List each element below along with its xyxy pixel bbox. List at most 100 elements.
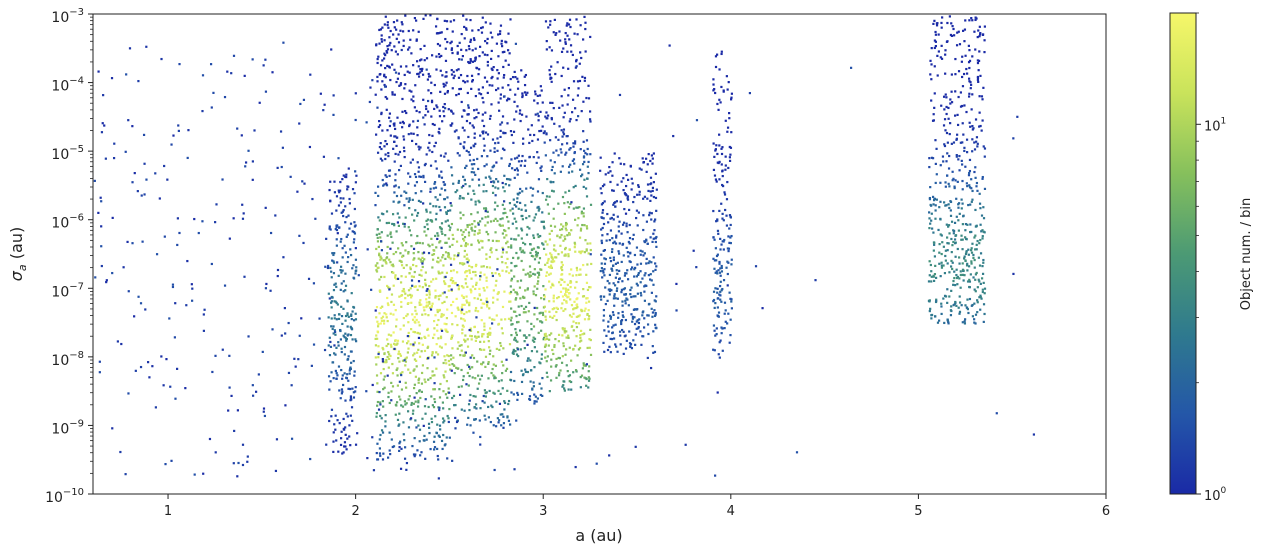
heatmap-bin (379, 433, 382, 437)
heatmap-bin (557, 340, 560, 343)
heatmap-bin (140, 194, 143, 197)
heatmap-bin (716, 161, 719, 164)
heatmap-bin (928, 198, 932, 201)
heatmap-bin (436, 329, 439, 332)
heatmap-bin (954, 300, 957, 304)
heatmap-bin (420, 269, 423, 272)
heatmap-bin (712, 300, 715, 303)
heatmap-bin (695, 266, 698, 269)
heatmap-bin (375, 43, 378, 46)
heatmap-bin (940, 44, 943, 47)
heatmap-bin (160, 355, 163, 358)
heatmap-bin (958, 312, 961, 315)
heatmap-bin (930, 99, 933, 102)
heatmap-bin (494, 284, 497, 287)
heatmap-bin (413, 331, 417, 334)
heatmap-bin (499, 30, 502, 33)
heatmap-bin (617, 225, 620, 228)
heatmap-bin (477, 178, 481, 181)
heatmap-bin (577, 315, 580, 318)
heatmap-bin (348, 424, 351, 427)
heatmap-bin (417, 321, 420, 324)
heatmap-bin (562, 133, 566, 136)
heatmap-bin (580, 210, 584, 213)
heatmap-bin (650, 154, 653, 157)
heatmap-bin (509, 423, 512, 426)
heatmap-bin (631, 315, 635, 319)
heatmap-bin (957, 306, 960, 309)
heatmap-bin (551, 101, 554, 105)
heatmap-bin (462, 213, 465, 217)
heatmap-bin (511, 167, 514, 170)
heatmap-bin (448, 436, 451, 439)
heatmap-bin (482, 333, 485, 336)
heatmap-bin (565, 142, 569, 145)
heatmap-bin (974, 166, 977, 169)
heatmap-bin (721, 146, 724, 149)
heatmap-bin (982, 206, 985, 209)
heatmap-bin (716, 253, 719, 256)
heatmap-bin (343, 445, 346, 448)
heatmap-bin (542, 131, 545, 135)
heatmap-bin (418, 303, 421, 306)
heatmap-bin (377, 345, 380, 348)
heatmap-bin (330, 300, 333, 303)
heatmap-bin (558, 30, 561, 33)
heatmap-bin (536, 233, 539, 236)
heatmap-bin (208, 437, 212, 441)
heatmap-bin (726, 260, 729, 263)
heatmap-bin (232, 217, 235, 220)
heatmap-bin (514, 75, 517, 79)
heatmap-bin (336, 419, 339, 422)
heatmap-bin (407, 426, 411, 429)
heatmap-bin (932, 249, 935, 252)
heatmap-bin (139, 302, 143, 305)
heatmap-bin (429, 308, 433, 311)
heatmap-bin (541, 311, 545, 314)
heatmap-bin (425, 210, 428, 213)
heatmap-bin (514, 298, 517, 301)
heatmap-bin (557, 154, 560, 157)
heatmap-bin (532, 247, 536, 250)
heatmap-bin (507, 32, 510, 35)
heatmap-bin (622, 288, 625, 291)
heatmap-bin (633, 316, 636, 319)
heatmap-bin (574, 344, 577, 347)
heatmap-bin (480, 155, 484, 158)
heatmap-bin (482, 340, 486, 343)
heatmap-bin (612, 189, 615, 192)
heatmap-bin (492, 374, 495, 377)
heatmap-bin (976, 239, 979, 243)
heatmap-bin (715, 180, 718, 183)
heatmap-bin (553, 343, 556, 347)
heatmap-bin (929, 222, 932, 225)
heatmap-bin (386, 338, 389, 341)
heatmap-bin (426, 346, 429, 349)
heatmap-bin (377, 216, 380, 219)
heatmap-bin (482, 207, 486, 210)
heatmap-bin (544, 154, 547, 157)
heatmap-bin (552, 294, 555, 297)
heatmap-bin (387, 286, 390, 289)
heatmap-bin (495, 425, 498, 428)
heatmap-bin (339, 240, 342, 243)
heatmap-bin (957, 219, 960, 222)
heatmap-bin (956, 31, 959, 34)
heatmap-bin (567, 388, 570, 391)
heatmap-bin (943, 108, 946, 111)
heatmap-bin (383, 39, 386, 42)
heatmap-bin (483, 165, 486, 168)
heatmap-bin (761, 307, 764, 310)
heatmap-bin (486, 335, 489, 338)
heatmap-bin (411, 139, 414, 143)
heatmap-bin (424, 284, 427, 287)
heatmap-bin (564, 308, 567, 311)
heatmap-bin (241, 443, 245, 446)
heatmap-bin (417, 257, 420, 260)
heatmap-bin (402, 324, 405, 327)
heatmap-bin (502, 415, 505, 418)
heatmap-bin (953, 34, 956, 37)
heatmap-bin (976, 311, 979, 314)
heatmap-bin (545, 371, 548, 374)
heatmap-bin (516, 77, 519, 80)
